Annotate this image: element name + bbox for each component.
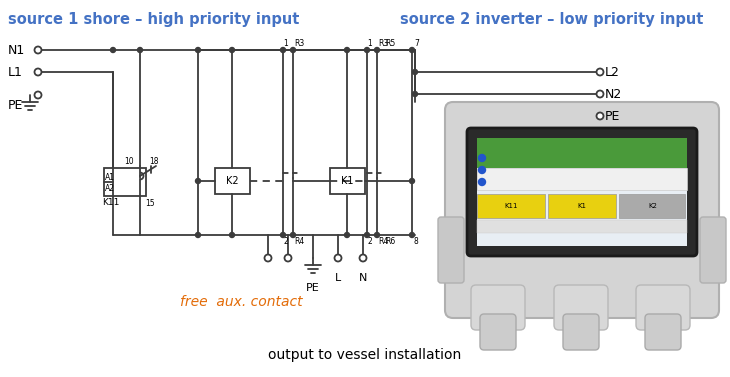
Text: K1: K1 — [577, 203, 586, 209]
Text: 1: 1 — [367, 39, 372, 48]
Text: free  aux. contact: free aux. contact — [180, 295, 303, 309]
Text: K1: K1 — [341, 176, 353, 186]
Circle shape — [334, 254, 342, 262]
Circle shape — [280, 48, 285, 52]
Bar — [477, 194, 545, 218]
Circle shape — [478, 155, 485, 161]
Circle shape — [596, 69, 604, 75]
Text: K11: K11 — [504, 203, 518, 209]
Text: R4: R4 — [378, 237, 388, 246]
Text: K2: K2 — [226, 176, 238, 186]
Circle shape — [196, 178, 201, 184]
Text: L1: L1 — [8, 66, 23, 78]
Circle shape — [291, 48, 296, 52]
Circle shape — [137, 48, 142, 52]
Bar — [477, 138, 687, 168]
FancyBboxPatch shape — [471, 285, 525, 330]
Circle shape — [34, 92, 42, 98]
Text: source 2 inverter – low priority input: source 2 inverter – low priority input — [400, 12, 704, 27]
Text: A2: A2 — [105, 184, 115, 193]
Bar — [330, 168, 365, 194]
Bar — [619, 194, 685, 218]
FancyBboxPatch shape — [645, 314, 681, 350]
Text: K2: K2 — [648, 203, 658, 209]
Text: 2: 2 — [283, 237, 288, 246]
Text: 8: 8 — [414, 237, 419, 246]
Text: L: L — [335, 273, 341, 283]
Circle shape — [345, 233, 350, 238]
Circle shape — [229, 233, 234, 238]
Circle shape — [196, 48, 201, 52]
Circle shape — [285, 254, 291, 262]
Text: K11: K11 — [102, 198, 120, 207]
Text: R3: R3 — [294, 39, 304, 48]
Text: 10: 10 — [124, 157, 134, 166]
Circle shape — [291, 233, 296, 238]
Text: A1: A1 — [105, 173, 115, 182]
Circle shape — [410, 178, 415, 184]
Bar — [477, 138, 687, 246]
Text: 2: 2 — [367, 237, 372, 246]
Text: 1: 1 — [283, 39, 288, 48]
Circle shape — [345, 48, 350, 52]
Circle shape — [412, 92, 418, 97]
Text: 15: 15 — [145, 199, 155, 208]
Circle shape — [364, 233, 369, 238]
Circle shape — [229, 48, 234, 52]
Circle shape — [478, 178, 485, 185]
Text: R6: R6 — [385, 237, 395, 246]
Bar — [548, 194, 616, 218]
Circle shape — [110, 48, 115, 52]
Circle shape — [412, 69, 418, 75]
Circle shape — [264, 254, 272, 262]
Circle shape — [478, 167, 485, 173]
FancyBboxPatch shape — [445, 102, 719, 318]
Bar — [104, 168, 146, 196]
FancyBboxPatch shape — [563, 314, 599, 350]
Circle shape — [410, 48, 415, 52]
FancyBboxPatch shape — [467, 128, 697, 256]
Text: 7: 7 — [414, 39, 419, 48]
Bar — [477, 220, 687, 233]
Circle shape — [364, 48, 369, 52]
Circle shape — [596, 90, 604, 98]
Circle shape — [34, 46, 42, 54]
Text: R3: R3 — [378, 39, 388, 48]
Circle shape — [359, 254, 366, 262]
Text: PE: PE — [306, 283, 320, 293]
Text: 18: 18 — [149, 157, 158, 166]
Circle shape — [374, 233, 380, 238]
Text: L2: L2 — [605, 66, 620, 78]
Text: R5: R5 — [385, 39, 395, 48]
Circle shape — [196, 233, 201, 238]
Circle shape — [280, 233, 285, 238]
Text: N: N — [359, 273, 367, 283]
Circle shape — [34, 69, 42, 75]
Text: PE: PE — [605, 109, 620, 123]
Bar — [477, 168, 687, 190]
Text: N1: N1 — [8, 43, 26, 57]
Text: R4: R4 — [294, 237, 304, 246]
Text: N2: N2 — [605, 87, 622, 101]
Circle shape — [410, 233, 415, 238]
FancyBboxPatch shape — [700, 217, 726, 283]
Text: source 1 shore – high priority input: source 1 shore – high priority input — [8, 12, 299, 27]
Circle shape — [596, 112, 604, 120]
FancyBboxPatch shape — [554, 285, 608, 330]
FancyBboxPatch shape — [636, 285, 690, 330]
FancyBboxPatch shape — [480, 314, 516, 350]
Text: output to vessel installation: output to vessel installation — [269, 348, 461, 362]
FancyBboxPatch shape — [438, 217, 464, 283]
Text: PE: PE — [8, 99, 23, 112]
Circle shape — [374, 48, 380, 52]
Bar — [215, 168, 250, 194]
